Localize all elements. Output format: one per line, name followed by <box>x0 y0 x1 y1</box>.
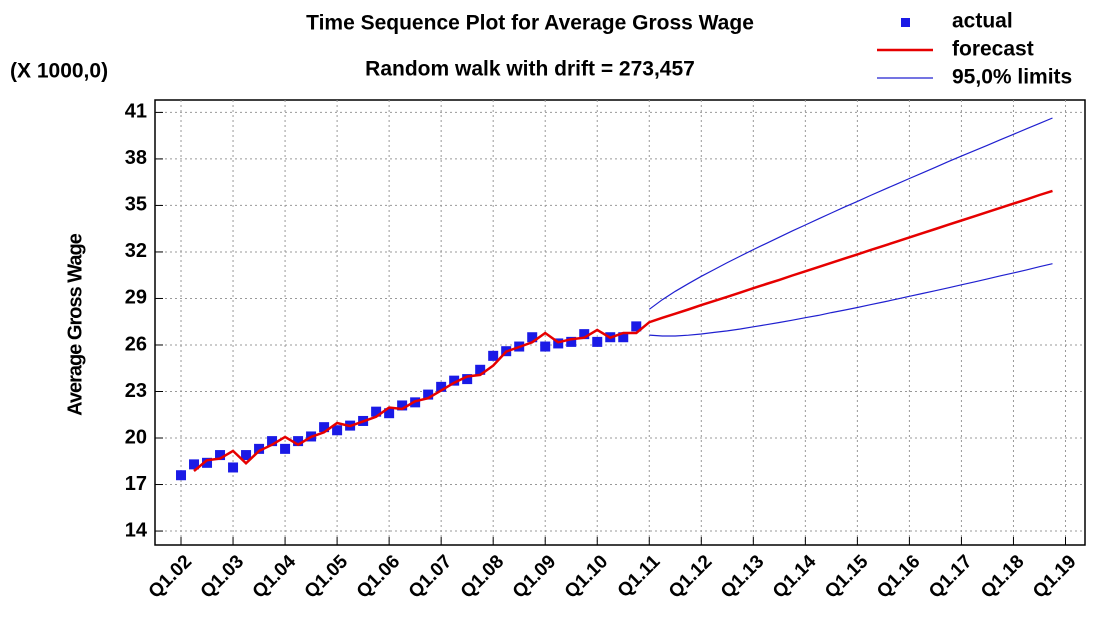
legend-label: forecast <box>952 38 1034 61</box>
data-point <box>319 422 330 433</box>
data-point <box>176 470 187 481</box>
data-point <box>280 443 291 454</box>
x-tick-label: Q1.13 <box>717 551 768 602</box>
data-point <box>527 332 538 343</box>
x-tick-label: Q1.16 <box>873 551 924 602</box>
x-tick-label: Q1.11 <box>614 551 665 602</box>
x-tick-label: Q1.14 <box>769 551 821 603</box>
data-point <box>592 336 603 347</box>
legend-label: actual <box>952 10 1013 33</box>
y-tick-label: 35 <box>125 194 147 216</box>
data-point <box>293 436 304 447</box>
data-point <box>540 341 551 352</box>
data-point <box>397 400 408 411</box>
data-point <box>267 436 278 447</box>
x-tick-label: Q1.15 <box>821 551 873 603</box>
x-tick-label: Q1.05 <box>301 551 353 603</box>
x-tick-label: Q1.17 <box>925 551 976 602</box>
x-tick-label: Q1.07 <box>405 551 456 602</box>
x-tick-label: Q1.03 <box>197 551 248 602</box>
chart-subtitle: Random walk with drift = 273,457 <box>365 58 695 81</box>
y-tick-label: 32 <box>125 240 147 262</box>
data-point <box>384 408 395 419</box>
y-tick-label: 17 <box>125 473 147 495</box>
x-tick-label: Q1.04 <box>249 551 301 603</box>
y-tick-label: 20 <box>125 426 147 448</box>
data-point <box>449 375 460 386</box>
data-point <box>631 321 642 332</box>
data-point <box>241 450 252 461</box>
data-point <box>215 450 226 461</box>
y-tick-label: 14 <box>125 519 148 541</box>
data-point <box>462 374 473 385</box>
y-tick-label: 23 <box>125 380 147 402</box>
x-tick-label: Q1.06 <box>353 551 404 602</box>
lower-limit <box>649 263 1053 337</box>
data-point <box>618 332 629 343</box>
data-point <box>579 329 590 340</box>
x-tick-label: Q1.12 <box>665 551 716 602</box>
plot-frame <box>154 99 1086 546</box>
data-point <box>475 364 486 375</box>
data-point <box>332 425 343 436</box>
x-tick-label: Q1.08 <box>457 551 508 602</box>
x-tick-label: Q1.19 <box>1029 551 1080 602</box>
x-tick-label: Q1.02 <box>145 551 196 602</box>
data-point <box>488 350 499 361</box>
y-scale-note: (X 1000,0) <box>10 60 108 83</box>
data-point <box>423 389 434 400</box>
upper-limit <box>648 117 1053 310</box>
y-tick-label: 29 <box>125 287 147 309</box>
y-tick-label: 38 <box>125 147 147 169</box>
data-point <box>254 443 265 454</box>
x-tick-label: Q1.09 <box>509 551 560 602</box>
data-point <box>371 406 382 417</box>
forecast-line <box>193 189 1053 472</box>
data-point <box>566 336 577 347</box>
y-axis-label: Average Gross Wage <box>64 233 86 416</box>
legend-swatch <box>901 18 910 27</box>
chart-title: Time Sequence Plot for Average Gross Wag… <box>306 12 754 35</box>
x-tick-label: Q1.10 <box>561 551 612 602</box>
legend-label: 95,0% limits <box>952 66 1072 89</box>
data-point <box>436 381 447 392</box>
data-point <box>228 462 239 473</box>
y-tick-label: 41 <box>125 101 147 123</box>
x-tick-label: Q1.18 <box>977 551 1028 602</box>
data-point <box>189 459 200 470</box>
data-point <box>202 457 213 468</box>
y-tick-label: 26 <box>125 333 147 355</box>
